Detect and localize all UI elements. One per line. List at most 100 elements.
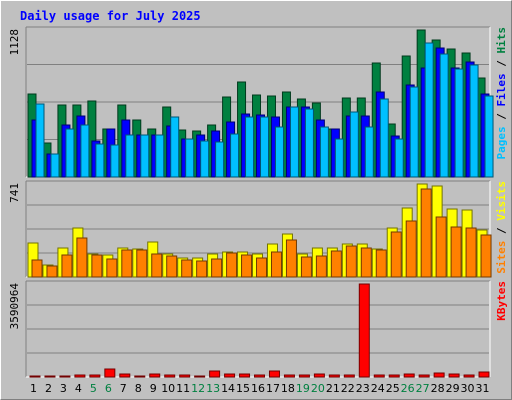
x-tick-label: 12 bbox=[191, 382, 205, 395]
bar-pages-day-14 bbox=[230, 133, 240, 178]
x-tick-label: 25 bbox=[386, 382, 400, 395]
x-tick-label: 19 bbox=[296, 382, 310, 395]
panel-max-label: 741 bbox=[8, 183, 21, 203]
bar-kbytes-day-28 bbox=[433, 372, 445, 378]
x-tick-label: 22 bbox=[341, 382, 355, 395]
x-tick-label: 27 bbox=[416, 382, 430, 395]
bar-pages-day-18 bbox=[289, 106, 299, 178]
bar-sites-day-5 bbox=[91, 254, 103, 278]
bar-pages-day-30 bbox=[469, 64, 479, 178]
x-tick-label: 13 bbox=[206, 382, 220, 395]
bar-kbytes-day-19 bbox=[298, 374, 310, 378]
bar-pages-day-28 bbox=[439, 53, 449, 178]
panel-max-label: 1128 bbox=[8, 29, 21, 56]
bar-kbytes-day-1 bbox=[29, 375, 41, 378]
bar-sites-day-12 bbox=[196, 260, 208, 278]
bar-sites-day-10 bbox=[166, 255, 178, 278]
bar-pages-day-24 bbox=[379, 98, 389, 178]
bar-pages-day-29 bbox=[454, 68, 464, 178]
bar-kbytes-day-21 bbox=[328, 374, 340, 378]
bar-sites-day-18 bbox=[285, 239, 297, 278]
x-tick-label: 28 bbox=[431, 382, 445, 395]
bar-pages-day-26 bbox=[409, 86, 419, 178]
bar-pages-day-3 bbox=[65, 128, 75, 178]
bar-sites-day-30 bbox=[465, 227, 477, 278]
x-tick-label: 29 bbox=[446, 382, 460, 395]
bar-kbytes-day-5 bbox=[89, 374, 101, 378]
x-tick-label: 15 bbox=[236, 382, 250, 395]
bar-kbytes-day-22 bbox=[343, 374, 355, 378]
legend-files: Files bbox=[495, 73, 508, 106]
bar-kbytes-day-16 bbox=[254, 374, 266, 378]
legend-visits: Visits bbox=[495, 181, 508, 221]
bar-pages-day-9 bbox=[155, 134, 165, 178]
x-tick-label: 30 bbox=[461, 382, 475, 395]
bar-sites-day-14 bbox=[226, 252, 238, 278]
bar-sites-day-25 bbox=[390, 231, 402, 278]
legend-hits: Hits bbox=[495, 27, 508, 54]
bar-sites-day-19 bbox=[300, 256, 312, 278]
x-tick-label: 1 bbox=[30, 382, 37, 395]
x-tick-label: 24 bbox=[371, 382, 385, 395]
bar-pages-day-2 bbox=[50, 153, 60, 178]
bar-sites-day-9 bbox=[151, 253, 163, 278]
bar-sites-day-24 bbox=[375, 249, 387, 278]
x-tick-label: 2 bbox=[45, 382, 52, 395]
panel-max-label: 3590964 bbox=[8, 283, 21, 330]
x-tick-label: 18 bbox=[281, 382, 295, 395]
x-tick-label: 23 bbox=[356, 382, 370, 395]
x-tick-label: 3 bbox=[60, 382, 67, 395]
x-tick-label: 31 bbox=[476, 382, 490, 395]
x-tick-label: 4 bbox=[75, 382, 82, 395]
bar-pages-day-11 bbox=[185, 138, 195, 178]
bar-pages-day-10 bbox=[170, 116, 180, 178]
legend-separator: / bbox=[495, 107, 508, 127]
bar-kbytes-day-4 bbox=[74, 374, 86, 378]
bar-pages-day-6 bbox=[110, 144, 120, 178]
bar-sites-day-22 bbox=[345, 245, 357, 278]
legend-kbytes: KBytes bbox=[495, 281, 508, 321]
x-tick-label: 26 bbox=[401, 382, 415, 395]
bar-kbytes-day-17 bbox=[268, 370, 280, 378]
bar-pages-day-12 bbox=[200, 140, 210, 178]
x-tick-label: 14 bbox=[221, 382, 235, 395]
bar-sites-day-4 bbox=[76, 237, 88, 278]
bar-sites-day-21 bbox=[330, 250, 342, 278]
bar-kbytes-day-23 bbox=[358, 283, 370, 378]
bar-sites-day-20 bbox=[315, 255, 327, 278]
bar-sites-day-27 bbox=[420, 188, 432, 278]
bar-sites-day-8 bbox=[136, 249, 148, 278]
bar-kbytes-day-25 bbox=[388, 374, 400, 378]
bar-pages-day-27 bbox=[424, 42, 434, 178]
bar-pages-day-13 bbox=[215, 141, 225, 178]
bar-pages-day-19 bbox=[304, 108, 314, 178]
bar-kbytes-day-27 bbox=[418, 374, 430, 378]
bar-sites-day-26 bbox=[405, 220, 417, 278]
x-tick-label: 21 bbox=[326, 382, 340, 395]
x-tick-label: 9 bbox=[150, 382, 157, 395]
x-tick-label: 6 bbox=[105, 382, 112, 395]
bar-kbytes-day-10 bbox=[164, 374, 176, 378]
bar-kbytes-day-29 bbox=[448, 373, 460, 378]
bar-pages-day-21 bbox=[334, 138, 344, 178]
bar-sites-day-11 bbox=[181, 259, 193, 278]
bar-sites-day-31 bbox=[480, 234, 492, 278]
bar-kbytes-day-7 bbox=[119, 373, 131, 378]
bar-pages-day-22 bbox=[349, 111, 359, 178]
bar-pages-day-17 bbox=[274, 126, 284, 178]
bar-pages-day-5 bbox=[95, 143, 105, 178]
legend-separator: / bbox=[495, 221, 508, 241]
bar-pages-day-20 bbox=[319, 126, 329, 178]
bar-pages-day-15 bbox=[245, 116, 255, 178]
x-tick-label: 17 bbox=[266, 382, 280, 395]
bar-kbytes-day-12 bbox=[194, 375, 206, 378]
legend-pages: Pages bbox=[495, 126, 508, 159]
bar-pages-day-7 bbox=[125, 134, 135, 178]
bar-kbytes-day-15 bbox=[239, 373, 251, 378]
x-tick-label: 5 bbox=[90, 382, 97, 395]
bar-pages-day-1 bbox=[35, 103, 45, 178]
x-tick-label: 10 bbox=[161, 382, 175, 395]
bar-sites-day-29 bbox=[450, 226, 462, 278]
bar-kbytes-day-6 bbox=[104, 368, 116, 378]
